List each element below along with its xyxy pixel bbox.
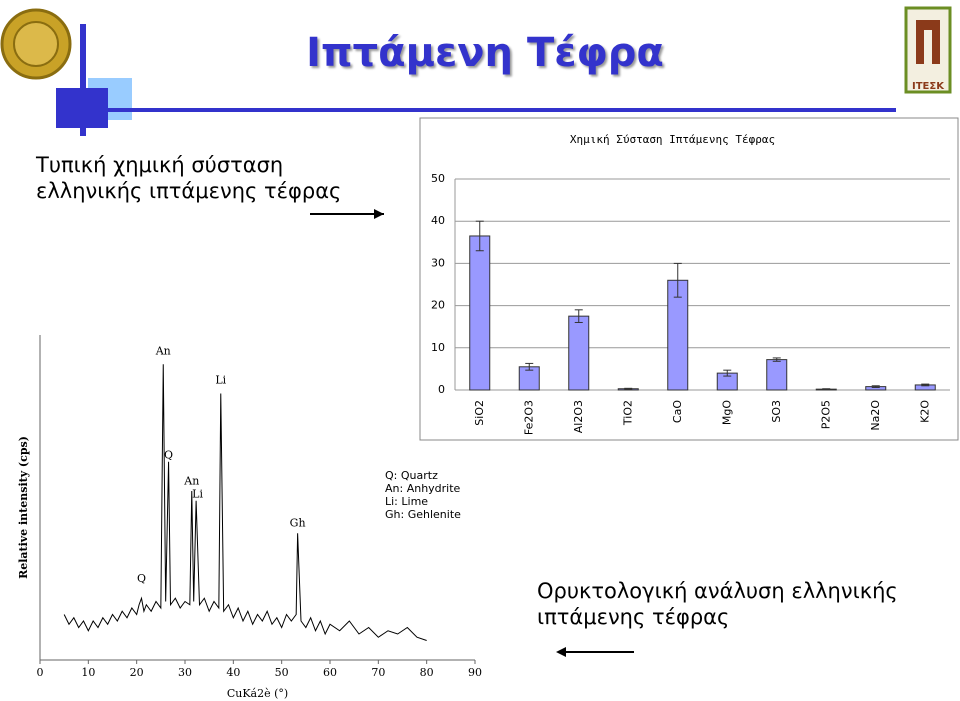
- x-tick-label: SiO2: [473, 400, 486, 426]
- x-tick-label: 20: [130, 666, 144, 679]
- y-tick-label: 50: [431, 172, 445, 185]
- subtitle: Ορυκτολογική ανάλυση ελληνικής ιπτάμενης…: [537, 579, 898, 629]
- error-bar: [723, 369, 732, 377]
- logo-mark: [916, 20, 940, 64]
- bar: [568, 315, 590, 391]
- y-tick-label: 10: [431, 341, 445, 354]
- x-tick-label: CaO: [671, 400, 684, 423]
- subtitle: Τυπική χημική σύσταση ελληνικής ιπτάμενη…: [36, 153, 342, 203]
- error-bar: [673, 262, 682, 298]
- x-tick-label: 60: [323, 666, 337, 679]
- peak-label: Li: [192, 487, 203, 500]
- y-axis-label: Relative intensity (cps): [17, 436, 30, 579]
- error-bar: [871, 385, 880, 388]
- peak-label: Q: [164, 448, 173, 461]
- y-tick-label: 30: [431, 256, 445, 269]
- x-axis-label: CuKá2è (°): [227, 687, 288, 700]
- logo-text: ITEΣK: [912, 81, 945, 92]
- diffractogram-line: [63, 364, 427, 641]
- x-tick-label: Fe2O3: [522, 400, 535, 435]
- error-bar: [525, 362, 534, 371]
- error-bar: [921, 383, 930, 387]
- x-tick-label: TiO2: [621, 400, 634, 426]
- x-tick-label: P2O5: [819, 400, 832, 429]
- peak-label: Li: [215, 374, 226, 387]
- x-tick-label: Al2O3: [572, 400, 585, 433]
- chart-title: Χημική Σύσταση Ιπτάμενης Τέφρας: [570, 133, 775, 146]
- error-bar: [574, 309, 583, 323]
- x-tick-label: 90: [468, 666, 482, 679]
- phase-key: Li: Lime: [385, 495, 428, 508]
- x-tick-label: 50: [275, 666, 289, 679]
- peak-label: Gh: [290, 517, 306, 530]
- coin-inner: [13, 21, 59, 67]
- x-tick-label: Na2O: [869, 400, 882, 431]
- phase-key: Gh: Gehlenite: [385, 508, 461, 521]
- x-tick-label: 30: [178, 666, 192, 679]
- x-tick-label: 40: [226, 666, 240, 679]
- y-tick-label: 0: [438, 383, 445, 396]
- x-tick-label: MgO: [720, 400, 733, 425]
- bar: [469, 235, 491, 391]
- error-bar: [624, 387, 633, 390]
- bar: [766, 359, 788, 391]
- arrow-head: [374, 209, 384, 219]
- header-rule: [86, 108, 896, 112]
- x-tick-label: 10: [81, 666, 95, 679]
- slide-title: Ιπτάμενη Τέφρα: [306, 30, 664, 76]
- error-bar: [475, 220, 484, 252]
- peak-label: Q: [137, 572, 146, 585]
- phase-key: An: Anhydrite: [385, 482, 461, 495]
- y-tick-label: 40: [431, 214, 445, 227]
- error-bar: [822, 388, 831, 391]
- x-tick-label: SO3: [770, 400, 783, 423]
- y-tick-label: 20: [431, 299, 445, 312]
- error-bar: [772, 357, 781, 362]
- x-tick-label: 70: [371, 666, 385, 679]
- x-tick-label: 0: [37, 666, 44, 679]
- x-tick-label: 80: [420, 666, 434, 679]
- deco-bar: [80, 24, 86, 136]
- x-tick-label: K2O: [918, 400, 931, 423]
- phase-key: Q: Quartz: [385, 469, 438, 482]
- peak-label: An: [183, 474, 199, 487]
- arrow-head: [556, 647, 566, 657]
- peak-label: An: [155, 344, 171, 357]
